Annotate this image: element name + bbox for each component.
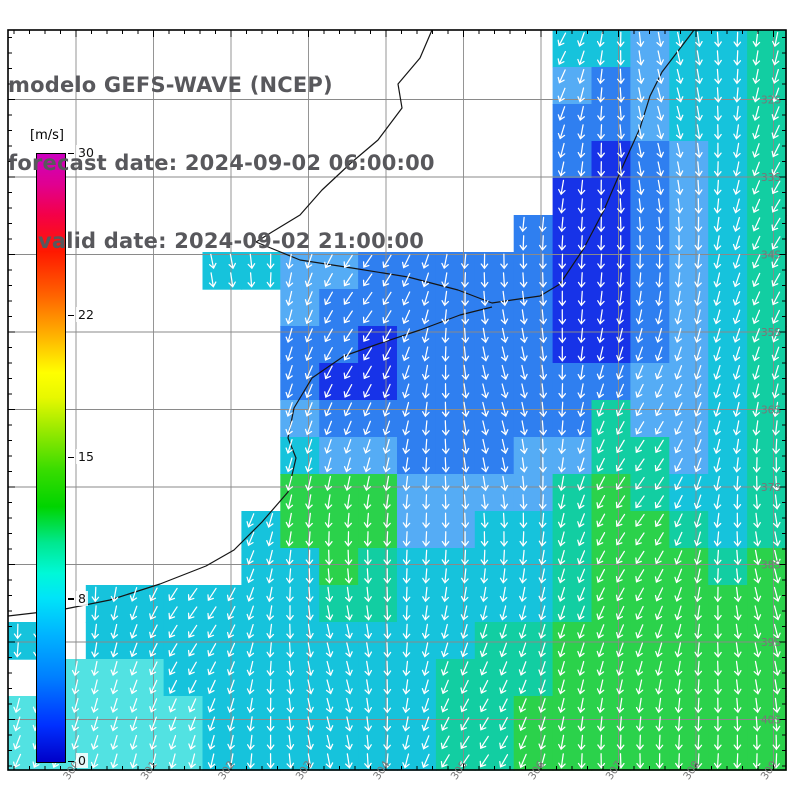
latitude-label: 35S [761,327,781,339]
colorbar-tick [67,760,74,762]
latitude-labels: 32S 33S 34S 35S 36S 37S 38S 39S 40S [761,95,781,727]
latitude-label: 34S [761,250,781,262]
colorbar-tick-label: 8 [76,590,88,606]
direction-arrows [13,31,781,769]
colorbar-tick-label: 22 [76,307,96,323]
latitude-label: 39S [761,637,781,649]
latitude-label: 33S [761,172,781,184]
colorbar-tick-label: 15 [76,449,96,464]
model-title: modelo GEFS-WAVE (NCEP) [8,73,333,97]
forecast-date: forecast date: 2024-09-02 06:00:00 [8,151,435,175]
colorbar-tick [67,456,74,458]
latitude-label: 40S [761,715,781,727]
latitude-label: 32S [761,95,781,107]
valid-date: valid date: 2024-09-02 21:00:00 [38,229,425,253]
border-ticks [8,30,786,770]
colorbar-tick [67,598,74,600]
colorbar-gradient [36,153,66,763]
colorbar-unit-label: [m/s] [28,128,66,143]
latitude-label: 36S [761,405,781,417]
colorbar: [m/s] 30 22 15 8 0 [26,126,118,790]
colorbar-tick-label: 30 [76,145,96,160]
colorbar-tick [67,314,74,317]
latitude-label: 38S [761,560,781,572]
latitude-label: 37S [761,482,781,494]
map-border [7,29,787,771]
colorbar-tick-label: 0 [76,753,88,768]
map-header: modelo GEFS-WAVE (NCEP) forecast date: 2… [8,20,435,306]
colorbar-tick [67,152,74,154]
